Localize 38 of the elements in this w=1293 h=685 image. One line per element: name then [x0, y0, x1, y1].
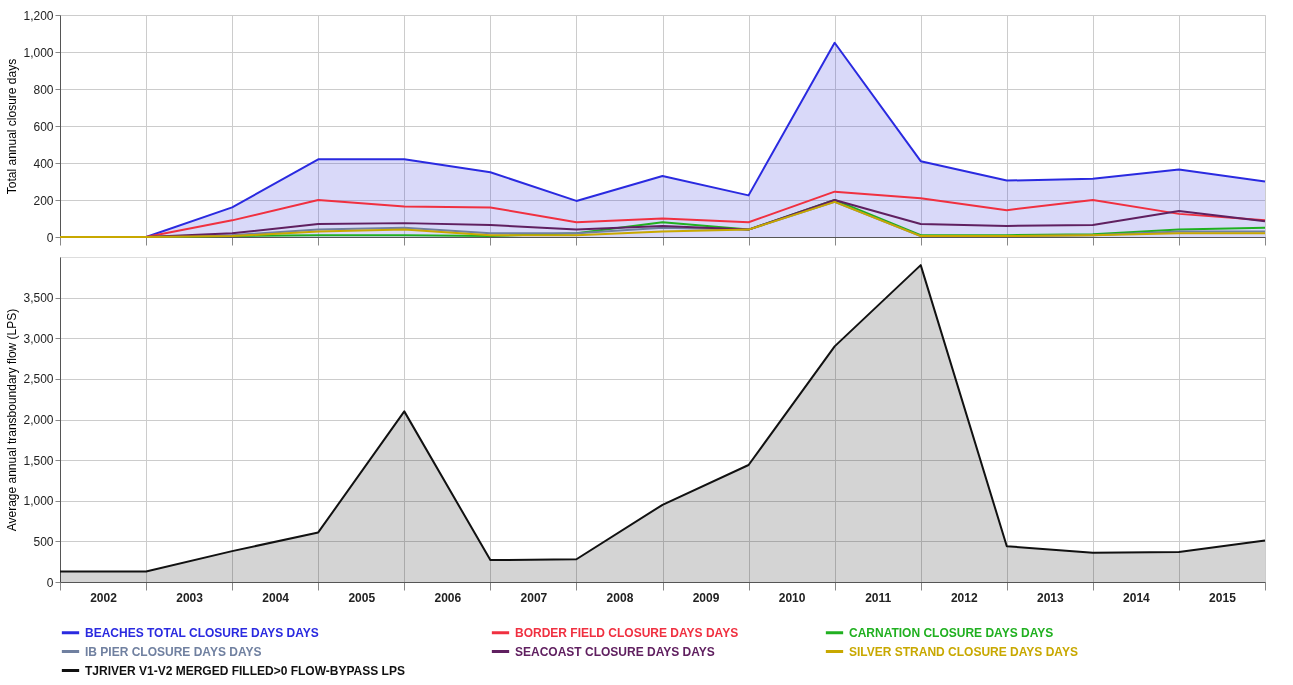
y-tick-label: 800 [33, 82, 54, 97]
x-tick-label: 2006 [434, 590, 462, 605]
legend-label: BEACHES TOTAL CLOSURE DAYS DAYS [85, 625, 319, 640]
y-tick-label: 2,000 [23, 413, 54, 427]
y-tick-label: 1,200 [23, 8, 54, 23]
legend-label: TJRIVER V1-V2 MERGED FILLED>0 FLOW-BYPASS LPS [85, 663, 405, 678]
x-tick-label: 2007 [520, 590, 548, 605]
x-tick-label: 2012 [950, 590, 978, 605]
y-tick-label: 2,500 [23, 372, 54, 387]
y-tick-label: 0 [46, 575, 54, 590]
y-tick-label: 400 [33, 156, 54, 171]
x-tick-label: 2004 [262, 590, 290, 605]
x-tick-label: 2015 [1209, 590, 1237, 605]
y-tick-label: 3,000 [23, 331, 54, 346]
y-axis-title: Total annual closure days [5, 58, 20, 195]
x-tick-label: 2014 [1123, 590, 1151, 605]
legend-label: BORDER FIELD CLOSURE DAYS DAYS [515, 625, 739, 640]
legend-label: IB PIER CLOSURE DAYS DAYS [85, 644, 262, 659]
y-tick-label: 500 [33, 534, 54, 549]
x-tick-label: 2003 [176, 590, 204, 605]
y-tick-label: 3,500 [23, 291, 54, 306]
x-tick-label: 2011 [865, 590, 892, 605]
y-tick-label: 1,500 [23, 453, 54, 468]
legend-label: SILVER STRAND CLOSURE DAYS DAYS [849, 644, 1078, 659]
legend-label: CARNATION CLOSURE DAYS DAYS [849, 625, 1054, 640]
legend-label: SEACOAST CLOSURE DAYS DAYS [515, 644, 715, 659]
y-tick-label: 0 [46, 230, 54, 245]
x-tick-label: 2010 [778, 590, 806, 605]
x-tick-label: 2002 [90, 590, 118, 605]
y-tick-label: 600 [33, 119, 54, 134]
x-tick-label: 2013 [1036, 590, 1064, 605]
y-tick-label: 200 [33, 193, 54, 208]
y-tick-label: 1,000 [23, 45, 54, 60]
x-tick-label: 2009 [692, 590, 720, 605]
y-tick-label: 1,000 [23, 494, 54, 509]
x-tick-label: 2005 [348, 590, 376, 605]
y-axis-title: Average annual transboundary flow (LPS) [5, 308, 20, 532]
x-tick-label: 2008 [606, 590, 634, 605]
